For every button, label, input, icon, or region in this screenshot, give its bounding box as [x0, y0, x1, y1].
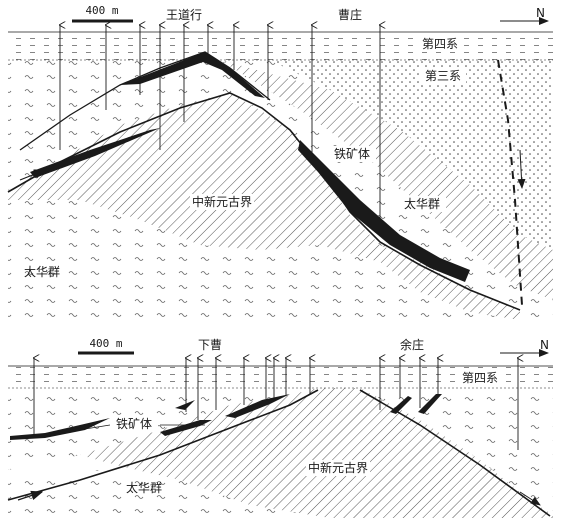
bottom-place-yuzhuang: 余庄: [400, 337, 424, 352]
top-meso-label: 中新元古界: [192, 194, 252, 209]
bottom-quaternary-band: [8, 366, 553, 388]
top-quaternary-band: [8, 32, 553, 60]
bottom-meso-label-bg: [306, 460, 370, 476]
top-taihua-right-label-bg: [398, 196, 446, 212]
bottom-quaternary-label-bg: [456, 370, 504, 386]
top-north-label: N: [536, 6, 545, 20]
top-ore-label: 铁矿体: [334, 147, 370, 161]
top-taihua-right-label: 太华群: [404, 196, 440, 211]
top-drill-holes: [60, 25, 380, 222]
bottom-mid-ore-lens-1: [160, 420, 212, 436]
bottom-left-ore-lens: [10, 418, 110, 440]
bottom-taihua-label: 太华群: [126, 480, 162, 495]
top-taihua-left-label: 太华群: [24, 264, 60, 279]
bottom-fault-arrow: [519, 491, 541, 506]
top-meso-label-bg: [190, 194, 254, 210]
top-tertiary-label: 第三系: [425, 69, 461, 83]
top-upper-ore-lens: [120, 52, 265, 98]
top-fault-arrow: [517, 149, 526, 189]
top-quaternary-label: 第四系: [422, 37, 458, 51]
top-hatch-band: [220, 60, 553, 300]
bottom-north-label: N: [540, 338, 549, 352]
bottom-ore-label: 铁矿体: [116, 417, 152, 431]
bottom-ore-leader-1: [59, 424, 111, 434]
bottom-mid-ore-lens-2: [175, 400, 195, 410]
bottom-quaternary-label: 第四系: [462, 371, 498, 385]
top-tertiary-area: [270, 60, 553, 250]
bottom-meso-label: 中新元古界: [308, 460, 368, 475]
bottom-ore-label-bg: [110, 416, 158, 432]
bottom-right-ore-lens-1: [390, 396, 412, 414]
bottom-thrust-arrow: [17, 490, 44, 501]
bottom-main-contact: [7, 389, 319, 501]
top-main-ore-body: [298, 140, 470, 282]
top-ore-label-bg: [328, 146, 376, 162]
top-left-ore-lens: [30, 128, 160, 178]
bottom-drill-holes: [34, 358, 518, 450]
bottom-mid-ore-lens-3: [225, 394, 290, 418]
bottom-fault: [359, 389, 551, 517]
top-tertiary-label-bg: [420, 68, 466, 84]
top-main-contact: [7, 92, 521, 311]
top-thrust-arrow: [19, 169, 47, 181]
top-quaternary-label-bg: [416, 36, 464, 52]
top-place-caozhuang: 曹庄: [338, 7, 362, 22]
top-place-wangdaoxing: 王道行: [166, 8, 202, 22]
bottom-meso-body: [80, 388, 553, 518]
bottom-place-xiacao: 下曹: [198, 338, 222, 352]
top-section: 400 m N 王道行 曹庄 第四系 第三系 铁矿体 中新元古界 太华群 太华群: [7, 4, 553, 320]
bottom-right-ore-lens-2: [418, 394, 442, 414]
top-fault: [497, 59, 523, 306]
top-scale-label: 400 m: [85, 4, 118, 17]
bottom-scale-label: 400 m: [89, 337, 122, 350]
top-meso-body: [8, 93, 520, 320]
bottom-section: 400 m N 下曹 余庄 第四系 铁矿体 中新元古界 太华群: [7, 337, 553, 518]
